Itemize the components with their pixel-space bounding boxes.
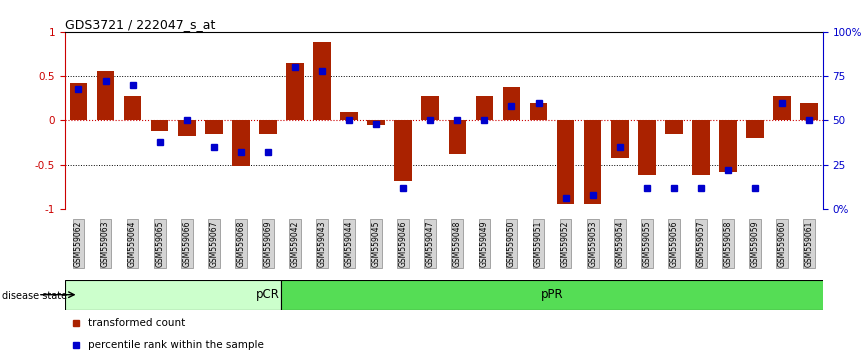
Bar: [611, 120, 629, 158]
Bar: [69, 83, 87, 120]
Text: GSM559044: GSM559044: [345, 220, 353, 267]
Bar: [773, 96, 791, 120]
Bar: [800, 103, 818, 120]
Bar: [151, 120, 169, 131]
Text: GSM559048: GSM559048: [453, 220, 462, 267]
Bar: [97, 71, 114, 120]
Text: GSM559058: GSM559058: [723, 220, 733, 267]
Bar: [719, 120, 737, 172]
Bar: [449, 120, 466, 154]
Bar: [205, 120, 223, 134]
Text: GSM559066: GSM559066: [182, 220, 191, 267]
Bar: [259, 120, 277, 134]
Bar: [178, 120, 196, 136]
Text: GSM559054: GSM559054: [615, 220, 624, 267]
Text: transformed count: transformed count: [87, 318, 185, 329]
Text: pCR: pCR: [256, 288, 280, 301]
Bar: [286, 63, 304, 120]
Bar: [665, 120, 682, 134]
Text: GSM559063: GSM559063: [101, 220, 110, 267]
Text: GSM559057: GSM559057: [696, 220, 706, 267]
Bar: [584, 120, 602, 205]
Text: GSM559055: GSM559055: [643, 220, 651, 267]
Bar: [502, 87, 520, 120]
Text: GSM559050: GSM559050: [507, 220, 516, 267]
Text: GSM559056: GSM559056: [669, 220, 678, 267]
Text: GSM559064: GSM559064: [128, 220, 137, 267]
FancyBboxPatch shape: [65, 280, 281, 310]
Text: GSM559061: GSM559061: [805, 220, 814, 267]
Text: disease state: disease state: [2, 291, 67, 301]
Bar: [367, 120, 385, 125]
Text: GSM559065: GSM559065: [155, 220, 165, 267]
Bar: [638, 120, 656, 175]
Bar: [422, 96, 439, 120]
Text: GSM559043: GSM559043: [318, 220, 326, 267]
Bar: [557, 120, 574, 205]
Bar: [394, 120, 412, 181]
Text: GSM559051: GSM559051: [534, 220, 543, 267]
Text: GSM559067: GSM559067: [210, 220, 218, 267]
Text: percentile rank within the sample: percentile rank within the sample: [87, 339, 263, 350]
Bar: [232, 120, 249, 166]
Bar: [692, 120, 710, 175]
Text: GSM559062: GSM559062: [74, 220, 83, 267]
Bar: [124, 96, 141, 120]
Text: GDS3721 / 222047_s_at: GDS3721 / 222047_s_at: [65, 18, 216, 31]
Text: pPR: pPR: [540, 288, 564, 301]
Text: GSM559045: GSM559045: [372, 220, 381, 267]
Text: GSM559060: GSM559060: [778, 220, 786, 267]
Bar: [313, 42, 331, 120]
Text: GSM559046: GSM559046: [398, 220, 408, 267]
Text: GSM559052: GSM559052: [561, 220, 570, 267]
Text: GSM559042: GSM559042: [290, 220, 300, 267]
Bar: [530, 103, 547, 120]
Text: GSM559069: GSM559069: [263, 220, 273, 267]
Text: GSM559047: GSM559047: [426, 220, 435, 267]
Text: GSM559049: GSM559049: [480, 220, 489, 267]
Bar: [746, 120, 764, 138]
Text: GSM559059: GSM559059: [751, 220, 759, 267]
Text: GSM559053: GSM559053: [588, 220, 598, 267]
Text: GSM559068: GSM559068: [236, 220, 245, 267]
Bar: [475, 96, 494, 120]
FancyBboxPatch shape: [281, 280, 837, 310]
Bar: [340, 112, 358, 120]
